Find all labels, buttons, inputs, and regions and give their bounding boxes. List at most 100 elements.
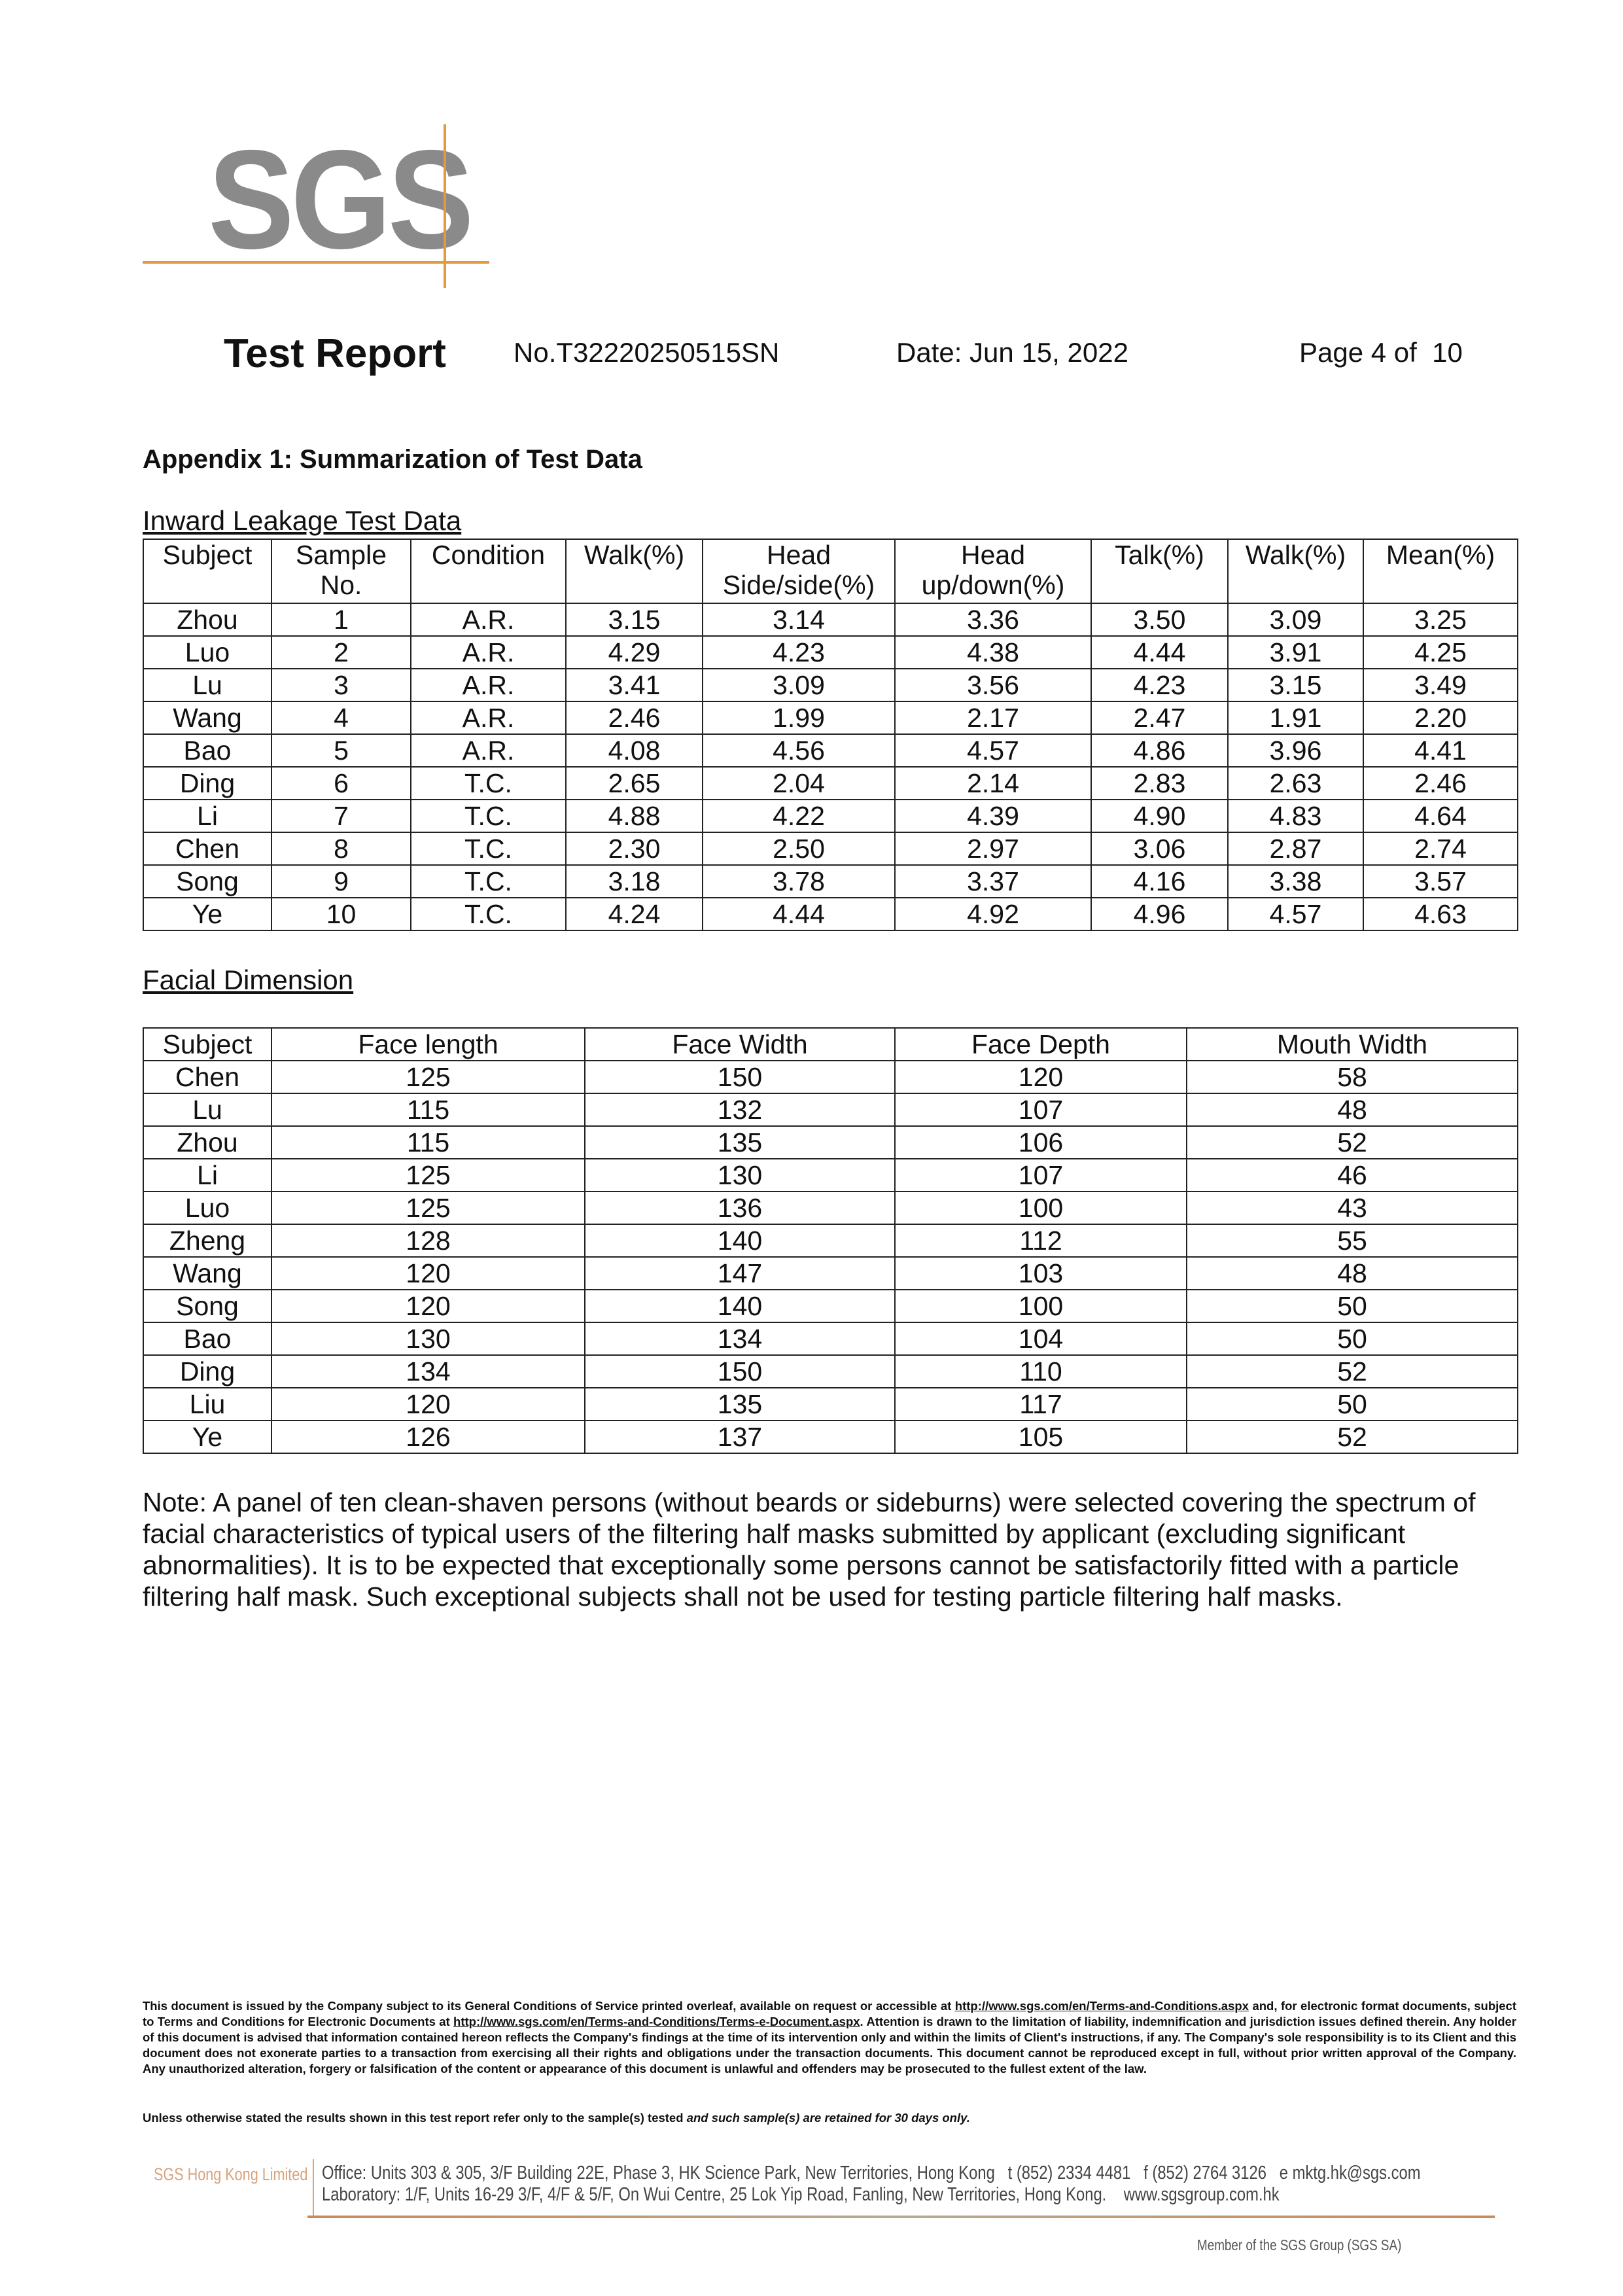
terms-conditions-link[interactable]: http://www.sgs.com/en/Terms-and-Conditio… bbox=[954, 1999, 1249, 2013]
table-cell: 3.18 bbox=[565, 864, 703, 898]
table-cell: 112 bbox=[894, 1224, 1187, 1258]
table-row: Lu 3 A.R. 3.41 3.09 3.56 4.23 3.15 3.49 bbox=[143, 668, 1518, 702]
table-cell: A.R. bbox=[410, 668, 567, 702]
footer-laboratory: Laboratory: 1/F, Units 16-29 3/F, 4/F & … bbox=[322, 2184, 1280, 2205]
table-cell: 120 bbox=[271, 1387, 585, 1421]
table-cell: 3.06 bbox=[1091, 832, 1229, 866]
report-title: Test Report bbox=[224, 331, 446, 376]
table-cell: 105 bbox=[894, 1420, 1187, 1454]
column-header: Mean(%) bbox=[1363, 539, 1518, 604]
table-row: Zhou 1 A.R. 3.15 3.14 3.36 3.50 3.09 3.25 bbox=[143, 603, 1518, 637]
table-cell: 2.17 bbox=[894, 701, 1092, 735]
table-cell: 4.96 bbox=[1091, 897, 1229, 931]
logo-rule-horizontal bbox=[143, 261, 489, 264]
table-row: Song 9 T.C. 3.18 3.78 3.37 4.16 3.38 3.57 bbox=[143, 864, 1518, 898]
table-cell: 3.57 bbox=[1363, 864, 1518, 898]
column-header: Subject bbox=[143, 1027, 272, 1061]
table-cell: 9 bbox=[271, 864, 411, 898]
column-header: Subject bbox=[143, 539, 272, 604]
table-cell: 3.15 bbox=[1227, 668, 1364, 702]
table-row: Song 120 140 100 50 bbox=[143, 1289, 1518, 1323]
facial-dimension-title: Facial Dimension bbox=[143, 964, 354, 995]
table-cell: 2.74 bbox=[1363, 832, 1518, 866]
table-cell: 3.14 bbox=[702, 603, 896, 637]
table-cell: Ye bbox=[143, 897, 272, 931]
table-cell: 4.86 bbox=[1091, 733, 1229, 768]
sgs-logo: SGS bbox=[208, 120, 474, 278]
table-cell: 4.57 bbox=[1227, 897, 1364, 931]
column-header: Face Depth bbox=[894, 1027, 1187, 1061]
table-cell: 3.37 bbox=[894, 864, 1092, 898]
table-cell: Li bbox=[143, 1158, 272, 1192]
table-cell: 2.63 bbox=[1227, 766, 1364, 800]
table-cell: Bao bbox=[143, 1322, 272, 1356]
table-cell: Zhou bbox=[143, 603, 272, 637]
table-cell: 3.41 bbox=[565, 668, 703, 702]
table-cell: 150 bbox=[584, 1354, 896, 1388]
table-row: Luo 125 136 100 43 bbox=[143, 1191, 1518, 1225]
column-header: Head up/down(%) bbox=[894, 539, 1092, 604]
table-cell: 104 bbox=[894, 1322, 1187, 1356]
table-cell: 4.23 bbox=[1091, 668, 1229, 702]
table-cell: 125 bbox=[271, 1060, 585, 1094]
table-row: Ding 6 T.C. 2.65 2.04 2.14 2.83 2.63 2.46 bbox=[143, 766, 1518, 800]
table-cell: 4.24 bbox=[565, 897, 703, 931]
table-cell: Liu bbox=[143, 1387, 272, 1421]
table-cell: 103 bbox=[894, 1256, 1187, 1290]
table-cell: 137 bbox=[584, 1420, 896, 1454]
table-row: Ye 10 T.C. 4.24 4.44 4.92 4.96 4.57 4.63 bbox=[143, 897, 1518, 931]
table-cell: Luo bbox=[143, 635, 272, 669]
column-header: Walk(%) bbox=[565, 539, 703, 604]
table-cell: 4.56 bbox=[702, 733, 896, 768]
table-row: Lu 115 132 107 48 bbox=[143, 1093, 1518, 1127]
table-cell: 4.41 bbox=[1363, 733, 1518, 768]
table-row: Bao 130 134 104 50 bbox=[143, 1322, 1518, 1356]
terms-e-document-link[interactable]: http://www.sgs.com/en/Terms-and-Conditio… bbox=[453, 2015, 860, 2028]
footer-company: SGS Hong Kong Limited bbox=[154, 2164, 308, 2184]
retention-text-italic: and such sample(s) are retained for 30 d… bbox=[686, 2111, 970, 2125]
table-row: Chen 125 150 120 58 bbox=[143, 1060, 1518, 1094]
table-cell: 3.38 bbox=[1227, 864, 1364, 898]
table-cell: 4.44 bbox=[702, 897, 896, 931]
table-cell: T.C. bbox=[410, 897, 567, 931]
retention-text: Unless otherwise stated the results show… bbox=[143, 2111, 687, 2125]
table-row: Wang 120 147 103 48 bbox=[143, 1256, 1518, 1290]
table-cell: 125 bbox=[271, 1191, 585, 1225]
disclaimer-text: and, for electronic format documents, su… bbox=[143, 1999, 1516, 2028]
table-row: Zhou 115 135 106 52 bbox=[143, 1125, 1518, 1159]
table-cell: 150 bbox=[584, 1060, 896, 1094]
inward-leakage-title: Inward Leakage Test Data bbox=[143, 505, 462, 536]
table-row: Ye 126 137 105 52 bbox=[143, 1420, 1518, 1454]
table-cell: A.R. bbox=[410, 701, 567, 735]
table-cell: 2.46 bbox=[565, 701, 703, 735]
column-header: Face length bbox=[271, 1027, 585, 1061]
table-cell: 115 bbox=[271, 1093, 585, 1127]
report-date: Date: Jun 15, 2022 bbox=[896, 337, 1128, 368]
table-cell: 147 bbox=[584, 1256, 896, 1290]
table-header-row: Subject Sample No. Condition Walk(%) Head Si… bbox=[143, 539, 1518, 604]
logo-rule-vertical bbox=[444, 124, 446, 288]
table-cell: 115 bbox=[271, 1125, 585, 1159]
table-row: Zheng 128 140 112 55 bbox=[143, 1224, 1518, 1258]
table-cell: 110 bbox=[894, 1354, 1187, 1388]
table-cell: 120 bbox=[271, 1289, 585, 1323]
appendix-title: Appendix 1: Summarization of Test Data bbox=[143, 445, 642, 474]
disclaimer-text: . Attention is drawn to the limitation o… bbox=[143, 2015, 1516, 2075]
table-cell: T.C. bbox=[410, 864, 567, 898]
table-cell: 140 bbox=[584, 1289, 896, 1323]
table-cell: 52 bbox=[1186, 1420, 1518, 1454]
table-cell: 48 bbox=[1186, 1256, 1518, 1290]
table-cell: 43 bbox=[1186, 1191, 1518, 1225]
table-cell: 130 bbox=[584, 1158, 896, 1192]
table-cell: 6 bbox=[271, 766, 411, 800]
table-cell: 2.50 bbox=[702, 832, 896, 866]
table-cell: 7 bbox=[271, 799, 411, 833]
table-cell: 2 bbox=[271, 635, 411, 669]
table-cell: 4.88 bbox=[565, 799, 703, 833]
table-cell: A.R. bbox=[410, 635, 567, 669]
table-cell: 3.96 bbox=[1227, 733, 1364, 768]
table-cell: 106 bbox=[894, 1125, 1187, 1159]
table-cell: Bao bbox=[143, 733, 272, 768]
table-cell: 135 bbox=[584, 1125, 896, 1159]
table-cell: Wang bbox=[143, 701, 272, 735]
